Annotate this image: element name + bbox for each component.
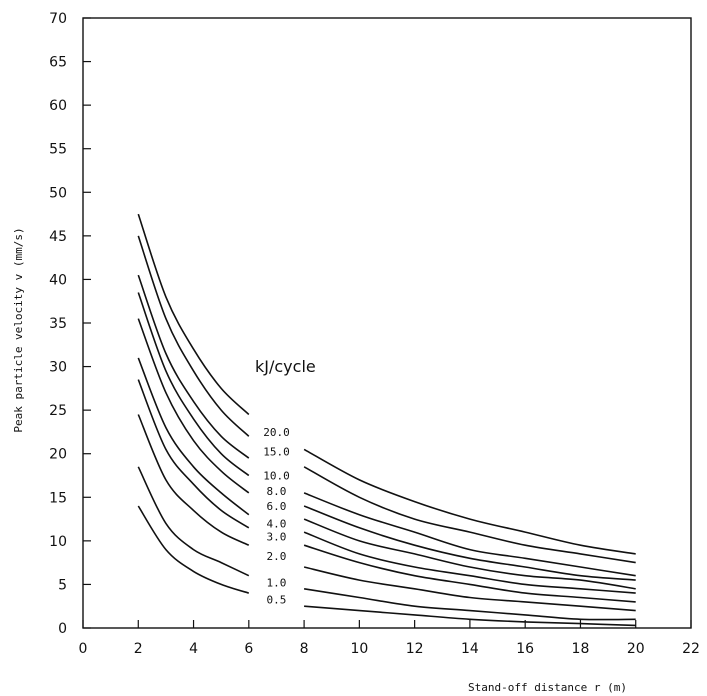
series-line xyxy=(303,531,636,594)
series-line xyxy=(303,492,636,577)
series-4.0 xyxy=(137,357,636,594)
y-tick-label: 40 xyxy=(49,272,67,288)
x-tick-label: 20 xyxy=(627,641,645,657)
series-line xyxy=(303,566,636,612)
x-tick-label: 10 xyxy=(350,641,368,657)
y-tick-label: 25 xyxy=(49,403,67,419)
series-20.0 xyxy=(137,213,636,555)
axis-ticks: 0 2 4 6 8 10 12 14 16 18 20 22 0 5 10 15 20 25 30 35 40 45 50 5… xyxy=(49,11,700,657)
series-line xyxy=(303,518,636,590)
y-tick-label: 70 xyxy=(49,11,67,27)
series-line xyxy=(303,466,636,564)
x-tick-label: 2 xyxy=(134,641,143,657)
series-line xyxy=(303,544,636,603)
series-line xyxy=(303,588,636,621)
curve-label: 2.0 xyxy=(267,550,287,563)
y-tick-label: 65 xyxy=(49,55,67,71)
curve-label: 3.0 xyxy=(267,531,287,544)
series-line xyxy=(137,235,250,437)
curve-label: 10.0 xyxy=(263,470,290,483)
x-tick-label: 6 xyxy=(244,641,253,657)
series-line xyxy=(137,292,250,477)
series-line xyxy=(137,318,250,494)
y-tick-label: 0 xyxy=(58,621,67,637)
y-tick-label: 55 xyxy=(49,142,67,158)
series-10.0 xyxy=(137,274,636,577)
curve-labels: 20.0 15.0 10.0 8.0 6.0 4.03.0 2.0 1.0 0.5 xyxy=(263,426,290,607)
series-line xyxy=(137,274,250,459)
y-tick-label: 50 xyxy=(49,185,67,201)
series-15.0 xyxy=(137,235,636,564)
x-tick-label: 8 xyxy=(300,641,309,657)
series-line xyxy=(304,605,636,627)
x-tick-label: 16 xyxy=(516,641,534,657)
x-tick-label: 4 xyxy=(189,641,198,657)
curve-label: 1.0 xyxy=(267,576,287,589)
series-2.0 xyxy=(137,414,636,612)
x-tick-label: 22 xyxy=(682,641,700,657)
x-tick-label: 14 xyxy=(461,641,479,657)
series-line xyxy=(137,505,250,594)
series-line xyxy=(137,466,250,577)
x-tick-label: 0 xyxy=(79,641,88,657)
curve-label: 15.0 xyxy=(263,446,290,459)
y-tick-label: 20 xyxy=(49,447,67,463)
series-6.0 xyxy=(137,318,636,590)
series-3.0 xyxy=(137,379,636,603)
series-8.0 xyxy=(137,292,636,581)
series-line xyxy=(303,505,636,581)
y-tick-label: 5 xyxy=(58,577,67,593)
x-axis-label: Stand-off distance r (m) xyxy=(468,681,627,694)
curve-label: 4.0 xyxy=(267,517,287,530)
curve-label: 6.0 xyxy=(267,500,287,513)
y-tick-label: 60 xyxy=(49,98,67,114)
series-layer xyxy=(137,213,636,627)
y-tick-label: 45 xyxy=(49,229,67,245)
y-axis-label: Peak particle velocity v (mm/s) xyxy=(12,227,25,432)
x-tick-label: 18 xyxy=(572,641,590,657)
curve-label: 20.0 xyxy=(263,426,290,439)
series-0.5 xyxy=(137,505,636,627)
y-tick-label: 10 xyxy=(49,534,67,550)
curve-label: 0.5 xyxy=(267,594,287,607)
curve-label: 8.0 xyxy=(267,485,287,498)
legend-title: kJ/cycle xyxy=(255,357,316,376)
series-line xyxy=(137,357,250,516)
series-line xyxy=(137,414,250,546)
x-tick-label: 12 xyxy=(406,641,424,657)
y-tick-label: 15 xyxy=(49,490,67,506)
series-1.0 xyxy=(137,466,636,621)
series-line xyxy=(137,379,250,529)
series-line xyxy=(303,448,636,555)
series-line xyxy=(137,213,250,416)
y-tick-label: 30 xyxy=(49,360,67,376)
y-tick-label: 35 xyxy=(49,316,67,332)
